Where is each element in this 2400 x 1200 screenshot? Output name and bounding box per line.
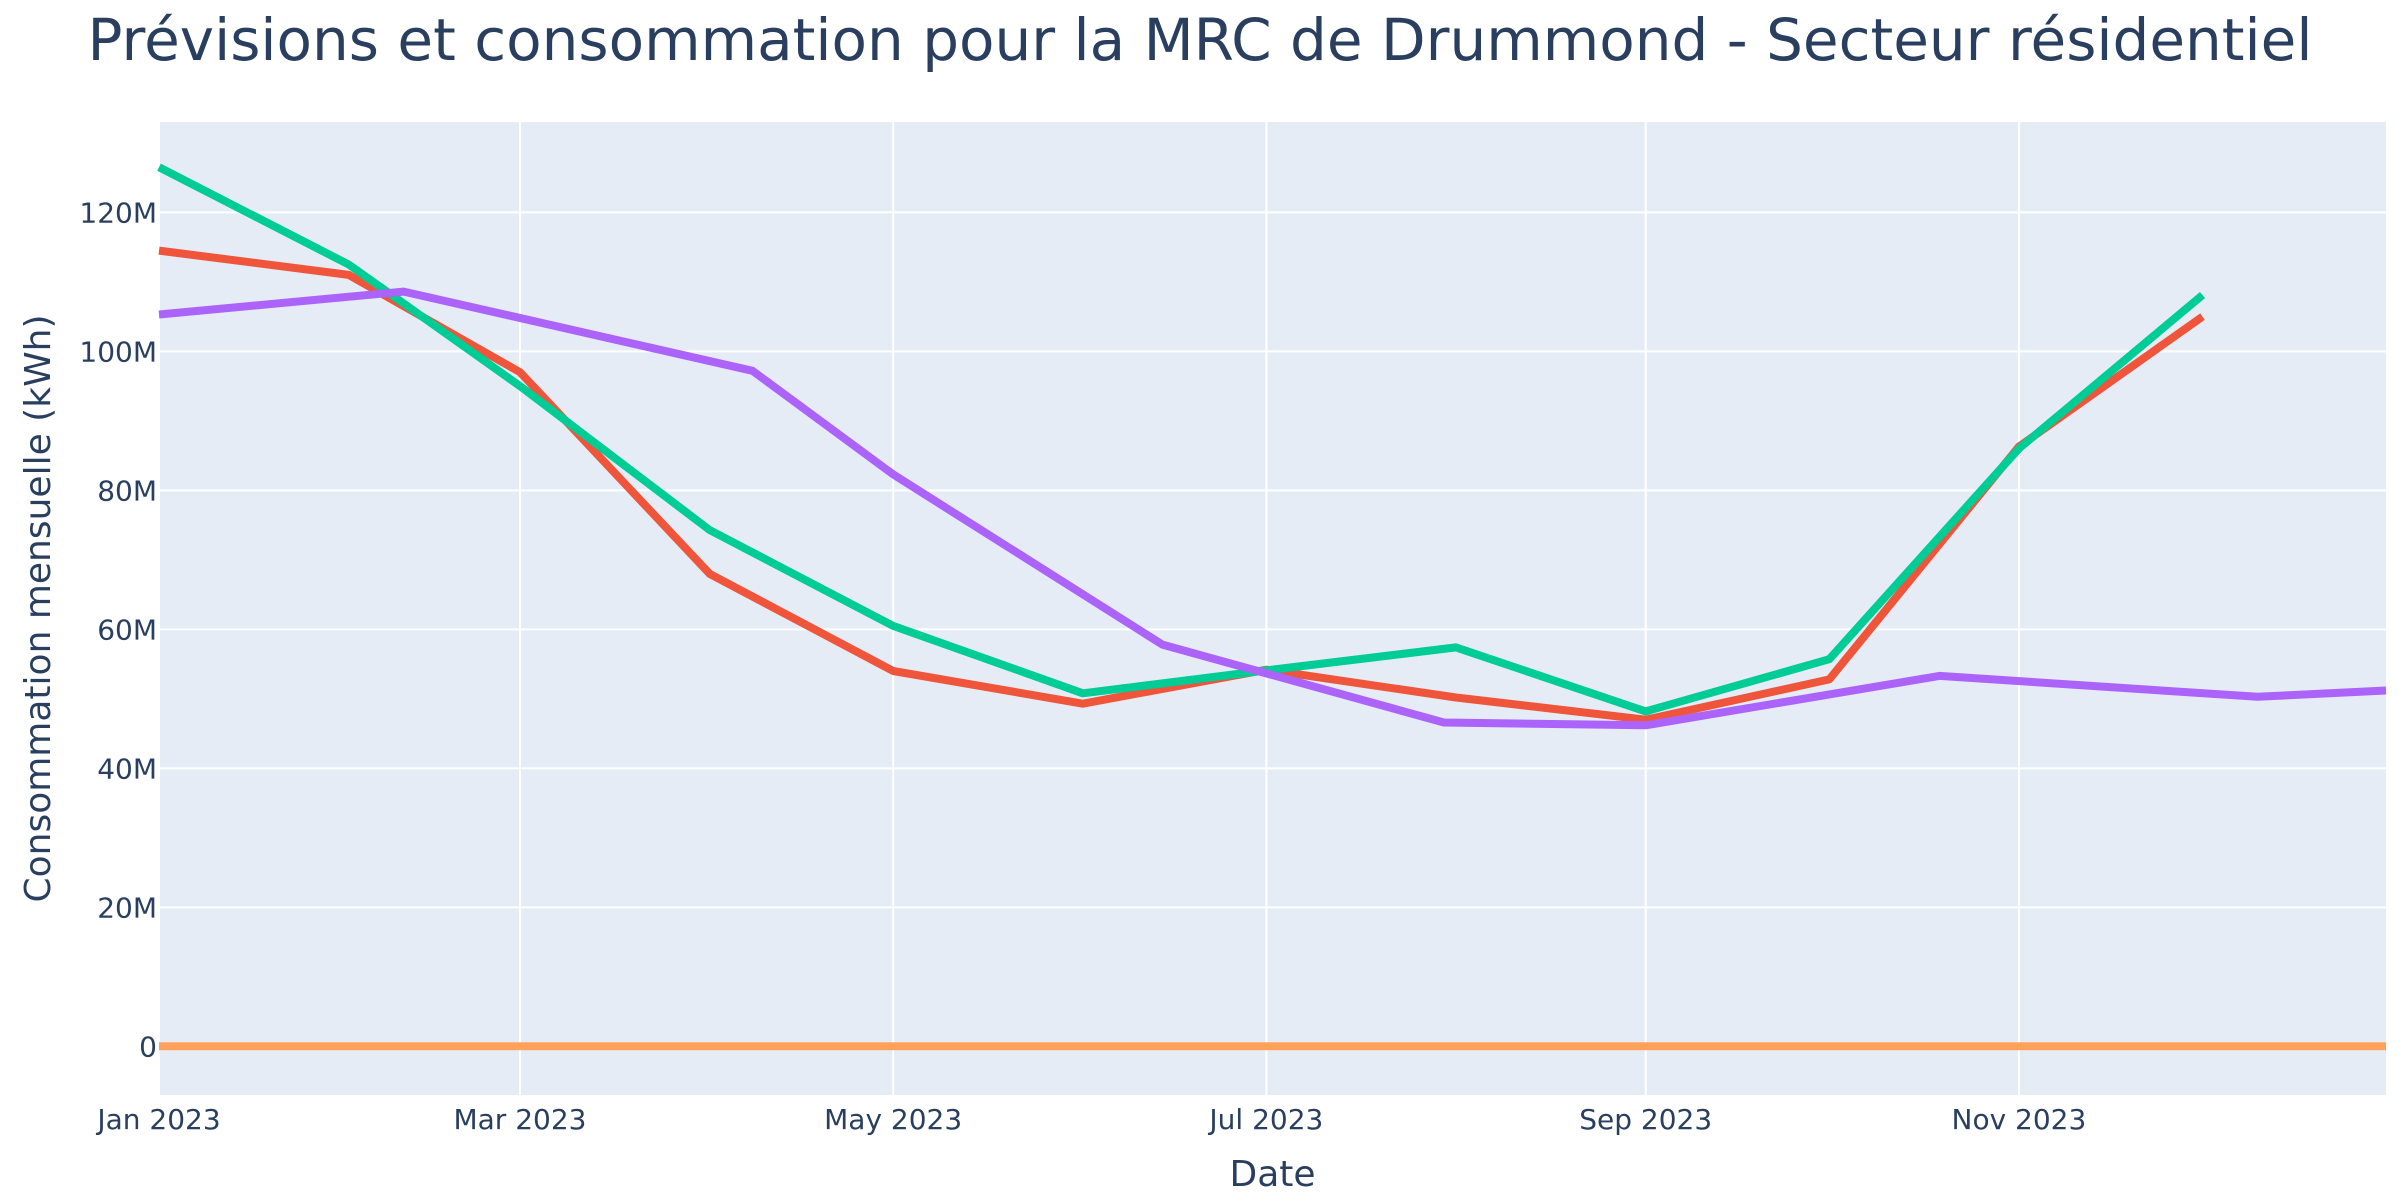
plot-area (159, 122, 2386, 1095)
tick-labels: 0 20M 40M 60M 80M 100M 120M Jan 2023 Mar 2023 May… (79, 196, 2086, 1136)
x-tick-label: Mar 2023 (453, 1103, 586, 1136)
y-axis-title: Consommation mensuelle (kWh) (18, 314, 59, 902)
x-tick-label: Nov 2023 (1952, 1103, 2087, 1136)
y-tick-label: 0 (139, 1030, 157, 1063)
series-line-3 (158, 287, 2387, 730)
x-tick-label: Jul 2023 (1207, 1103, 1323, 1136)
y-tick-label: 80M (97, 474, 157, 507)
y-tick-label: 20M (97, 891, 157, 924)
x-axis-title: Date (1229, 1154, 1315, 1195)
x-tick-label: Jan 2023 (95, 1103, 220, 1136)
chart-title: Prévisions et consommation pour la MRC d… (87, 6, 2313, 74)
series-line-1 (158, 246, 2205, 724)
y-tick-label: 40M (97, 752, 157, 785)
series-lines (157, 163, 2387, 1051)
series-line-2 (157, 163, 2206, 716)
x-tick-label: May 2023 (824, 1103, 962, 1136)
y-tick-label: 100M (79, 335, 157, 368)
x-tick-label: Sep 2023 (1579, 1103, 1712, 1136)
y-tick-label: 120M (79, 196, 157, 229)
y-tick-label: 60M (97, 613, 157, 646)
